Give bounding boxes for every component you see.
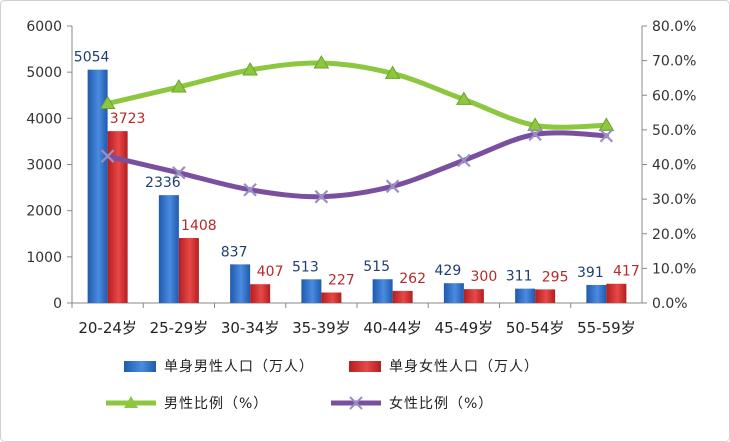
male-ratio-marker [171,78,187,93]
female-population-label: 300 [471,269,498,285]
left-tick-label: 5000 [26,65,62,81]
left-tick-label: 4000 [26,111,62,127]
male-population-label: 429 [435,263,462,279]
male-ratio-marker [384,65,401,79]
male-population-label: 5054 [74,50,110,66]
female-population-label: 3723 [110,111,146,127]
legend-male-ratio-label: 男性比例（%） [164,396,268,412]
female-ratio-marker [599,128,614,143]
male-population-bar [586,284,607,303]
male-ratio-marker [99,95,116,110]
female-ratio-marker [528,127,542,142]
female-ratio-marker [172,166,186,180]
male-ratio-marker [242,61,258,76]
left-tick-label: 0 [53,296,62,312]
x-tick-label: 55-59岁 [577,319,636,337]
female-ratio-marker [314,189,329,204]
female-population-bar [535,289,556,303]
male-population-bar [372,279,393,303]
male-population-bar [515,288,536,303]
right-tick-label: 0.0% [652,296,688,312]
male-population-bar [87,69,108,303]
left-tick-label: 1000 [26,250,62,266]
legend-male-population-swatch [124,361,156,372]
x-tick-label: 35-39岁 [292,319,351,337]
bars [87,69,627,303]
left-tick-label: 3000 [26,158,62,174]
female-population-label: 1408 [181,218,217,234]
female-population-label: 407 [257,264,284,280]
left-tick-label: 2000 [26,204,62,220]
male-ratio-marker [598,117,615,131]
right-tick-label: 30.0% [652,192,696,208]
female-ratio-marker [100,149,115,163]
female-population-label: 295 [542,269,569,285]
male-population-label: 513 [292,259,319,275]
male-population-label: 311 [506,269,533,285]
male-ratio-marker [527,117,543,131]
male-population-label: 2336 [145,175,181,191]
male-ratio-marker [313,55,330,69]
female-population-bar [392,290,413,303]
right-tick-label: 60.0% [652,88,696,104]
legend: 单身男性人口（万人） 单身女性人口（万人） 男性比例（%） 女性比例（%） [106,358,539,412]
x-tick-label: 45-49岁 [435,319,494,337]
legend-female-ratio: 女性比例（%） [331,395,493,412]
legend-female-ratio-label: 女性比例（%） [389,395,493,412]
legend-female-population-swatch [349,361,381,372]
male-ratio-line [105,60,609,130]
x-tick-label: 25-29岁 [150,319,209,337]
right-tick-label: 50.0% [652,123,696,139]
lines [99,55,615,204]
legend-male-population: 单身男性人口（万人） [124,359,314,375]
male-population-bar [443,283,464,303]
female-population-label: 262 [399,271,426,287]
male-population-label: 391 [577,265,604,281]
legend-female-population: 单身女性人口（万人） [349,358,539,375]
legend-female-population-label: 单身女性人口（万人） [389,358,539,375]
data-labels: 5054 2336 837 513 515 429 311 391 3723 1408 407 227… [74,50,640,289]
female-ratio-marker [457,153,471,168]
female-population-bar [107,131,128,303]
female-population-label: 417 [613,264,640,280]
male-population-label: 515 [363,259,390,275]
right-tick-label: 40.0% [652,158,696,174]
x-tick-label: 40-44岁 [363,319,422,337]
female-ratio-line [105,130,609,200]
legend-male-ratio: 男性比例（%） [106,396,268,412]
right-tick-label: 10.0% [652,261,696,277]
right-tick-label: 70.0% [652,54,696,70]
x-tick-label: 30-34岁 [221,319,280,337]
male-ratio-marker [456,91,472,105]
legend-male-ratio-marker [124,396,138,408]
left-tick-label: 6000 [26,19,62,35]
x-tick-label: 50-54岁 [506,319,565,337]
x-tick-label: 20-24岁 [78,319,137,337]
male-population-bar [301,279,322,303]
male-population-bar [230,264,251,303]
female-ratio-marker [243,182,257,197]
female-population-bar [606,283,627,303]
male-population-bar [158,195,179,303]
female-population-bar [250,284,271,303]
legend-female-ratio-marker [349,396,363,410]
female-population-label: 227 [328,273,355,289]
right-tick-label: 80.0% [652,19,696,35]
male-population-label: 837 [221,244,248,260]
female-population-bar [178,237,199,303]
female-ratio-marker [385,179,400,194]
right-tick-label: 20.0% [652,227,696,243]
female-population-bar [463,289,484,303]
female-population-bar [321,292,342,303]
legend-male-population-label: 单身男性人口（万人） [164,359,314,375]
